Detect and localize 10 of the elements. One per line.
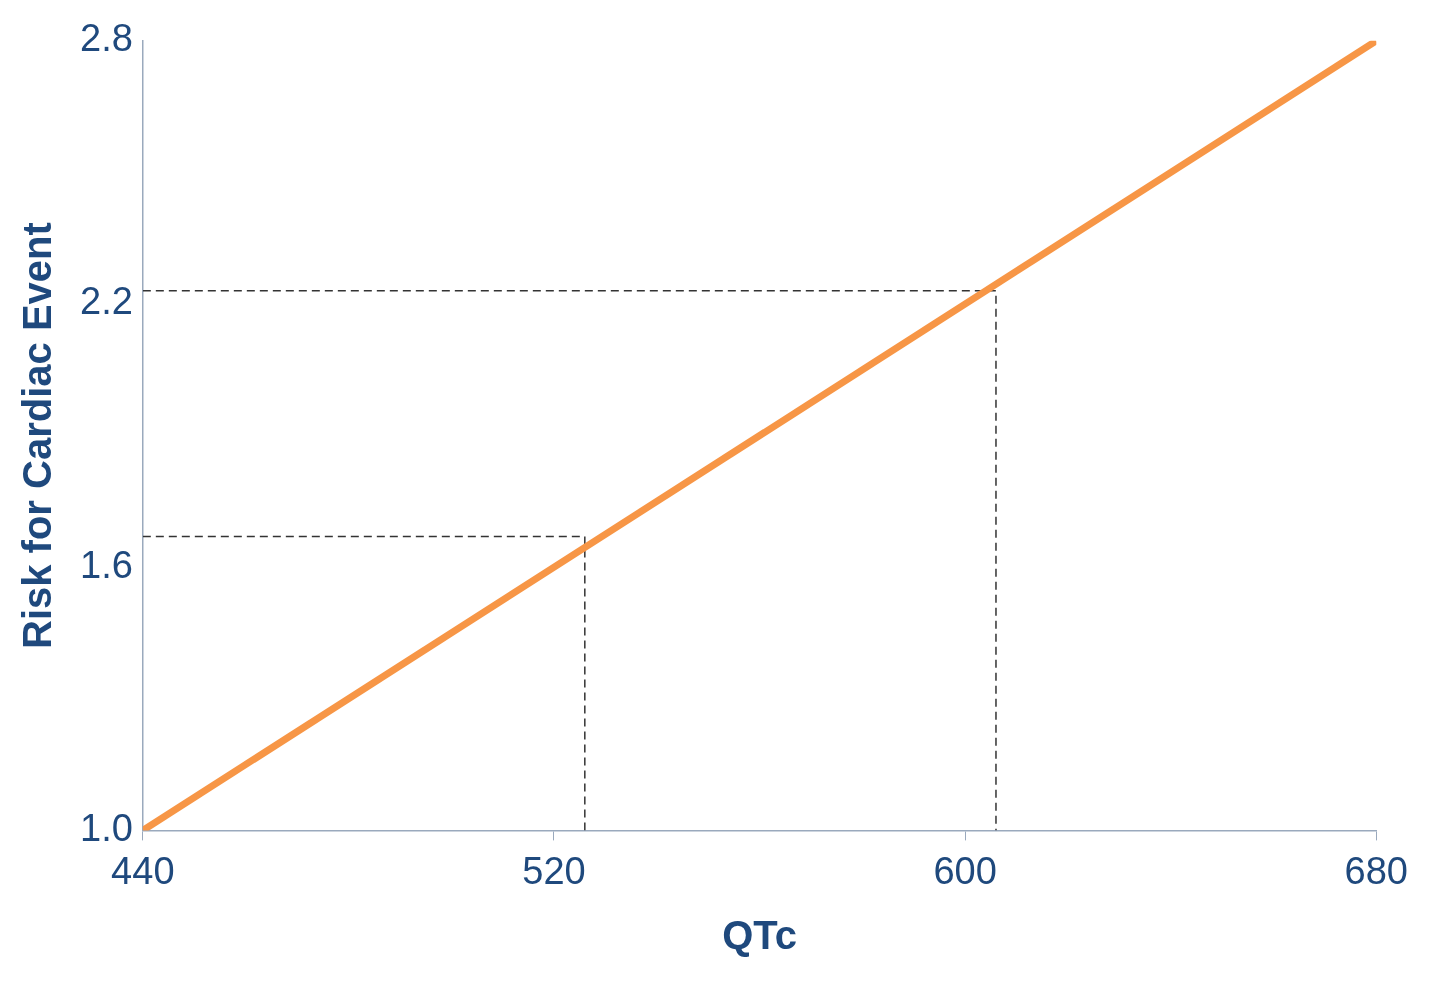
x-tick-label: 440 [111, 849, 175, 892]
y-axis-title: Risk for Cardiac Event [15, 222, 60, 650]
y-tick-label: 1.0 [80, 806, 133, 849]
x-axis-title: QTc [722, 913, 797, 958]
x-tick-label: 680 [1344, 849, 1408, 892]
y-tick-label: 1.6 [80, 543, 133, 586]
y-tick-label: 2.8 [80, 17, 133, 60]
x-tick-label: 600 [933, 849, 997, 892]
y-tick-label: 2.2 [80, 280, 133, 323]
x-tick-label: 520 [522, 849, 586, 892]
